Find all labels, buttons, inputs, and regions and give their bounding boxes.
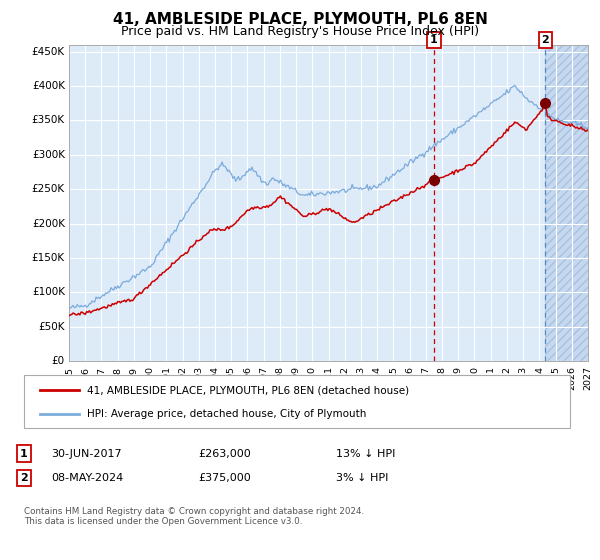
- Text: £150K: £150K: [32, 253, 65, 263]
- Text: £400K: £400K: [32, 81, 65, 91]
- Text: 41, AMBLESIDE PLACE, PLYMOUTH, PL6 8EN: 41, AMBLESIDE PLACE, PLYMOUTH, PL6 8EN: [113, 12, 487, 27]
- Text: £100K: £100K: [32, 287, 65, 297]
- Bar: [545, 45, 588, 361]
- Text: £350K: £350K: [32, 115, 65, 125]
- Text: 1: 1: [20, 449, 28, 459]
- Text: 3% ↓ HPI: 3% ↓ HPI: [336, 473, 388, 483]
- Text: 41, AMBLESIDE PLACE, PLYMOUTH, PL6 8EN (detached house): 41, AMBLESIDE PLACE, PLYMOUTH, PL6 8EN (…: [87, 385, 409, 395]
- Text: £200K: £200K: [32, 218, 65, 228]
- Text: £50K: £50K: [38, 322, 65, 332]
- Text: 30-JUN-2017: 30-JUN-2017: [51, 449, 122, 459]
- Text: £450K: £450K: [32, 46, 65, 57]
- Text: Price paid vs. HM Land Registry's House Price Index (HPI): Price paid vs. HM Land Registry's House …: [121, 25, 479, 38]
- Text: 13% ↓ HPI: 13% ↓ HPI: [336, 449, 395, 459]
- Text: 2: 2: [20, 473, 28, 483]
- Text: £250K: £250K: [32, 184, 65, 194]
- Bar: [545, 45, 588, 361]
- Text: Contains HM Land Registry data © Crown copyright and database right 2024.
This d: Contains HM Land Registry data © Crown c…: [24, 507, 364, 526]
- Text: HPI: Average price, detached house, City of Plymouth: HPI: Average price, detached house, City…: [87, 408, 366, 418]
- Text: £263,000: £263,000: [198, 449, 251, 459]
- Text: 2: 2: [541, 35, 549, 45]
- Text: £300K: £300K: [32, 150, 65, 160]
- Text: £375,000: £375,000: [198, 473, 251, 483]
- Text: 08-MAY-2024: 08-MAY-2024: [51, 473, 123, 483]
- Text: 1: 1: [430, 35, 438, 45]
- Text: £0: £0: [52, 356, 65, 366]
- FancyBboxPatch shape: [24, 375, 570, 428]
